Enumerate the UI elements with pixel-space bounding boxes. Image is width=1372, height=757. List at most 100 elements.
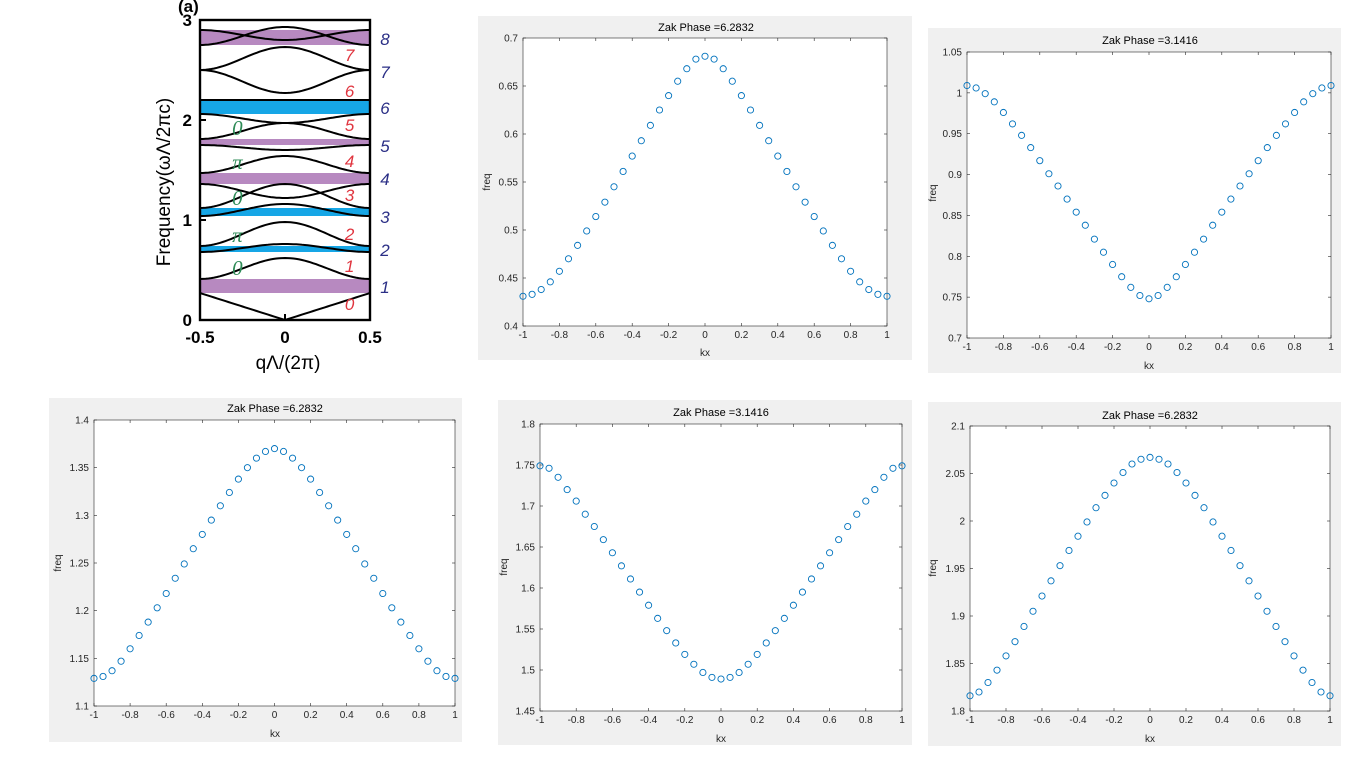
band-gap-blue [200,246,370,252]
data-point [1146,453,1154,461]
data-point [1236,562,1244,570]
y-tick-label: 1.2 [75,606,89,617]
data-point [519,292,527,300]
x-tick-label: 0.4 [340,710,354,721]
chart-ylabel: freq [928,559,939,576]
x-tick-label: -1 [519,330,528,341]
x-tick-label: 1 [452,710,458,721]
data-point [1245,170,1253,178]
data-point [898,462,906,470]
band-index-label: 7 [345,46,355,65]
x-tick-label: 0.2 [304,710,318,721]
y-tick-label: 1.7 [521,502,535,513]
x-tick-label: -0.2 [676,715,694,726]
data-point [771,627,779,635]
data-point [1317,688,1325,696]
band-gap-blue [200,208,370,216]
band-index-label: 2 [344,225,355,244]
x-tick-label: -0.2 [1105,715,1123,726]
data-point [762,639,770,647]
y-tick-label: 1 [956,88,962,99]
data-point [735,668,743,677]
zak-phase-label: 0 [232,116,243,140]
chart-3: Zak Phase =6.2832 -1 -0.8 -0.6 -0.4 -0.2 0 0.2… [53,403,459,740]
data-point [433,667,441,675]
x-tick-label: -0.2 [230,710,248,721]
band-x-tick-label: -0.5 [185,328,214,347]
data-point [1299,666,1307,674]
data-point [1136,291,1144,300]
data-point [1128,460,1136,468]
y-tick-label: 0.45 [499,274,519,285]
band-curve [199,220,371,247]
data-point [1047,577,1055,585]
x-tick-label: 1 [884,330,890,341]
y-tick-label: 1.65 [516,543,536,554]
data-point [966,692,974,700]
data-point [1101,491,1109,499]
data-point [1083,518,1091,526]
data-point [216,502,224,510]
data-point [1011,638,1019,646]
band-curve [200,203,370,217]
data-point [1209,518,1217,526]
y-tick-label: 0.4 [504,322,518,333]
band-y-tick-label: 0 [183,311,192,330]
y-tick-label: 0.7 [504,34,518,45]
data-point [546,278,554,286]
data-point [1272,622,1280,630]
plot-area [969,425,1331,712]
chart-xlabel: kx [716,734,726,745]
data-point [1074,532,1082,540]
x-tick-label: 0.2 [1179,715,1193,726]
x-tick-label: 0 [1147,715,1153,726]
y-tick-label: 1.35 [70,463,90,474]
data-point [361,560,369,568]
band-gap-blue [200,100,370,114]
data-point [379,589,387,598]
data-point [1127,283,1135,291]
data-point [1309,90,1317,98]
data-point [252,454,260,462]
data-point [889,464,897,472]
x-tick-label: -0.8 [995,342,1013,353]
y-tick-label: 0.6 [504,130,518,141]
data-point [225,488,233,497]
data-point [1065,546,1073,554]
data-point [674,77,682,85]
x-tick-label: -0.6 [604,715,622,726]
data-point [1036,157,1044,165]
data-point [1245,577,1253,585]
data-point [99,672,107,680]
band-curve [199,69,371,95]
data-point [1027,144,1035,152]
gap-index-label: 4 [380,170,389,189]
data-point [847,267,855,275]
x-tick-label: -1 [90,710,99,721]
x-tick-label: 0.8 [412,710,426,721]
data-point [1072,208,1080,216]
gap-index-label: 3 [380,208,390,227]
x-tick-label: -0.4 [194,710,212,721]
data-point [862,497,870,505]
plot-area [966,51,1332,339]
data-point [90,674,98,682]
data-point [424,657,432,665]
x-tick-label: -0.6 [1031,342,1049,353]
data-point [1281,638,1289,646]
y-tick-label: 1.9 [951,612,965,623]
x-tick-label: -0.2 [660,330,678,341]
data-point [810,213,818,221]
y-tick-label: 1.8 [521,420,535,431]
data-point [826,549,834,557]
data-point [1263,607,1271,615]
gap-index-label: 7 [380,63,390,82]
data-point [619,167,627,175]
band-index-label: 3 [345,186,355,205]
data-point [1164,460,1172,468]
chart-ylabel: freq [499,558,510,575]
data-point [370,574,378,582]
data-point [608,549,616,557]
data-point [1290,652,1298,660]
y-tick-label: 1.45 [516,707,536,718]
